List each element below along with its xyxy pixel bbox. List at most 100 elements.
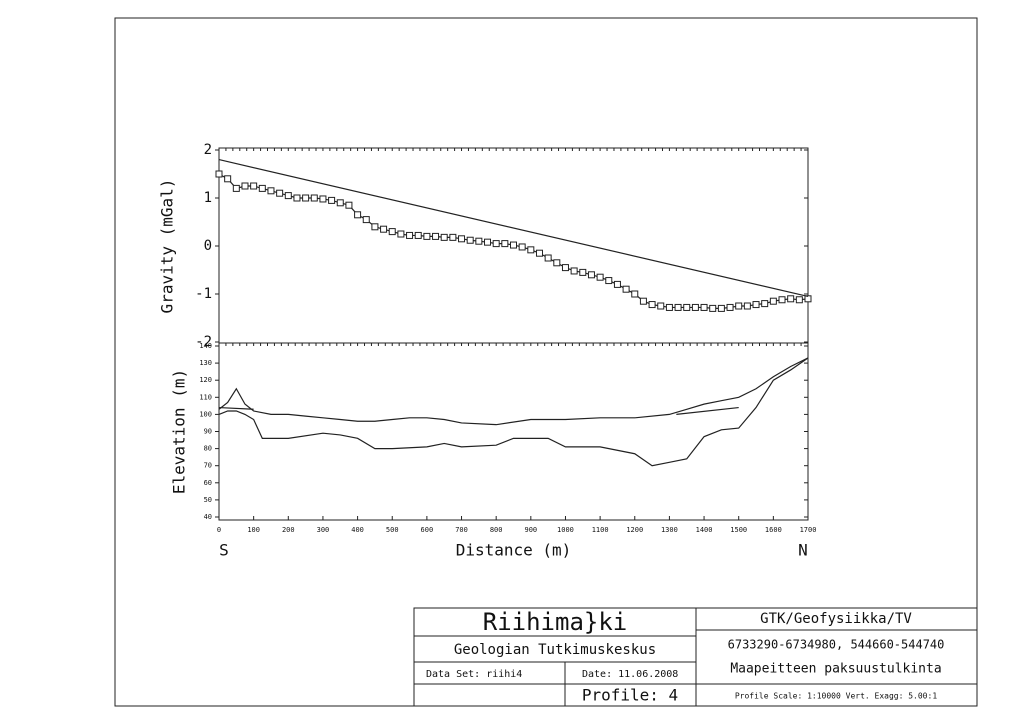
series-line (218, 159, 809, 297)
marker (397, 230, 405, 238)
marker (466, 236, 474, 244)
x-tick-label: 1100 (592, 526, 609, 534)
x-tick-label: 0 (217, 526, 221, 534)
x-tick-label: 700 (455, 526, 468, 534)
x-tick-label: 600 (421, 526, 434, 534)
block-title: Riihima}ki (483, 608, 628, 636)
marker (501, 240, 509, 248)
y-tick-label: 110 (199, 393, 212, 401)
marker (475, 237, 483, 245)
marker (657, 302, 665, 310)
block-date: Date: 11.06.2008 (582, 669, 678, 680)
marker (310, 194, 318, 202)
x-axis-label: Distance (m) (456, 541, 572, 560)
marker (527, 246, 535, 254)
marker (717, 304, 725, 312)
marker (535, 249, 543, 257)
marker (388, 228, 396, 236)
x-tick-label: 900 (524, 526, 537, 534)
x-tick-label: 1400 (696, 526, 713, 534)
marker (336, 199, 344, 207)
marker (293, 194, 301, 202)
x-tick-label: 300 (317, 526, 330, 534)
marker (613, 280, 621, 288)
marker (267, 187, 275, 195)
marker (458, 235, 466, 243)
x-tick-label: 500 (386, 526, 399, 534)
y-tick-label: 40 (204, 513, 212, 521)
marker (276, 189, 284, 197)
series-line (218, 357, 809, 426)
marker (362, 216, 370, 224)
marker (215, 170, 223, 178)
y-axis-label: Gravity (mGal) (158, 179, 177, 314)
marker (432, 232, 440, 240)
y-tick-label: 2 (204, 142, 212, 158)
marker (319, 195, 327, 203)
y-tick-label: 80 (204, 445, 212, 453)
marker (769, 297, 777, 305)
series-line (218, 357, 809, 467)
y-tick-label: -1 (195, 286, 212, 302)
y-tick-label: 100 (199, 410, 212, 418)
y-tick-label: 90 (204, 428, 212, 436)
y-tick-label: 120 (199, 376, 212, 384)
block-subject: Maapeitteen paksuustulkinta (730, 662, 941, 677)
block-dataset: Data Set: riihi4 (426, 669, 522, 680)
marker (587, 271, 595, 279)
marker (258, 184, 266, 192)
marker (250, 182, 258, 190)
marker (804, 295, 812, 303)
y-tick-label: 50 (204, 496, 212, 504)
marker (570, 267, 578, 275)
x-tick-label: 800 (490, 526, 503, 534)
marker (406, 231, 414, 239)
block-scale: Profile Scale: 1:10000 Vert. Exagg: 5.00… (735, 692, 937, 701)
block-coords: 6733290-6734980, 544660-544740 (728, 638, 945, 652)
marker (302, 194, 310, 202)
marker (371, 223, 379, 231)
marker (510, 241, 517, 249)
marker (674, 303, 682, 311)
marker (328, 196, 336, 204)
x-tick-label: 400 (351, 526, 364, 534)
series-line (218, 173, 809, 309)
y-axis-label: Elevation (m) (170, 369, 189, 494)
plot-frame (218, 342, 809, 521)
marker (631, 290, 639, 298)
marker (709, 304, 717, 312)
marker (691, 303, 699, 311)
y-tick-label: 60 (204, 479, 212, 487)
annotation: S (219, 541, 229, 560)
marker (561, 264, 569, 272)
block-org: Geologian Tutkimuskeskus (454, 642, 656, 658)
marker (414, 231, 422, 239)
marker (284, 192, 292, 200)
block-profile: Profile: 4 (582, 686, 678, 705)
marker (440, 233, 448, 241)
marker (622, 285, 630, 293)
x-tick-label: 200 (282, 526, 295, 534)
marker (752, 301, 760, 309)
marker (726, 303, 734, 311)
marker (700, 303, 708, 311)
marker (665, 303, 673, 311)
marker (484, 238, 492, 246)
title-block: Riihima}ki Geologian Tutkimuskeskus Data… (413, 607, 978, 707)
x-tick-label: 1000 (557, 526, 574, 534)
marker (639, 297, 647, 305)
x-tick-label: 1200 (626, 526, 643, 534)
marker (492, 240, 500, 248)
marker (241, 182, 249, 190)
marker (423, 232, 431, 240)
marker (224, 175, 232, 183)
sheet-frame (114, 17, 978, 707)
marker (735, 302, 743, 310)
marker (449, 233, 457, 241)
y-tick-label: 0 (204, 238, 212, 254)
marker (544, 254, 552, 262)
y-tick-label: 1 (204, 190, 212, 206)
marker (553, 259, 561, 267)
marker (596, 273, 604, 281)
